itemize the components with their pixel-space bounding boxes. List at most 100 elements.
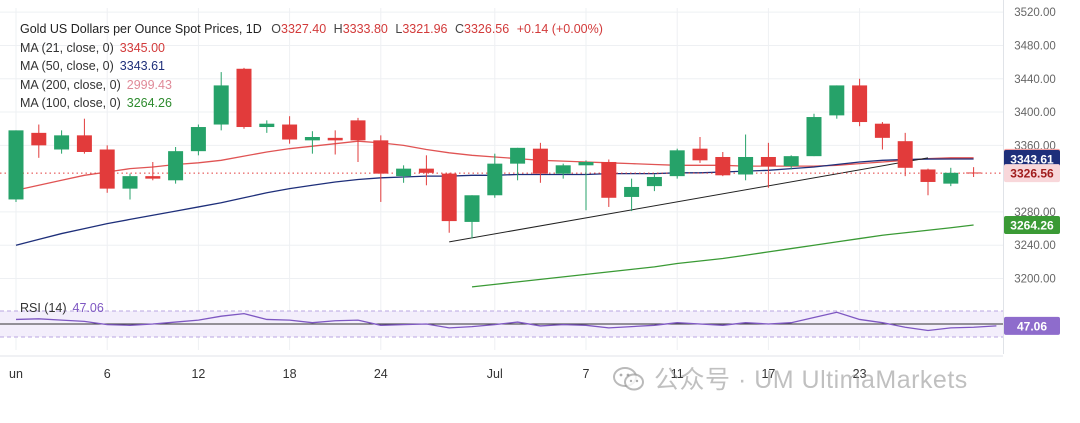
candle-body [715,156,731,176]
candle-body [920,169,936,182]
time-tick-label: Jul [487,367,503,381]
candle-body [806,117,822,157]
ma21-legend[interactable]: MA (21, close, 0) 3345.00 [20,39,603,58]
price-tag-box [1004,164,1060,183]
ma50-legend[interactable]: MA (50, close, 0) 3343.61 [20,57,603,76]
ma100-value: 3264.26 [126,96,172,110]
candle-body [122,176,138,189]
rsi-tag-box [1004,316,1060,335]
time-tick-label: 24 [374,367,388,381]
rsi-line [15,311,997,332]
trendline [449,157,929,243]
rsi-legend[interactable]: RSI (14) 47.06 [20,301,104,315]
candle-body [213,85,229,125]
chart-legend: Gold US Dollars per Ounce Spot Prices, 1… [20,20,603,113]
price-tick-label: 3440.00 [1014,74,1056,86]
time-tick-label: un [9,367,23,381]
time-tick-label: 6 [104,367,111,381]
price-tick-label: 3520.00 [1014,7,1056,19]
watermark: 公众号 · UM UltimaMarkets [612,360,968,396]
price-tick-label: 3400.00 [1014,107,1056,119]
ma21-value: 3345.00 [119,40,165,55]
candle-body [418,168,434,173]
candle-body [31,132,47,146]
time-tick-label: 17 [761,367,775,381]
time-tick-label: 11 [671,367,684,381]
price-tag-label: 3326.56 [1010,167,1054,181]
candle-body [578,161,594,166]
ma200-value: 2999.43 [126,77,172,92]
change-value: +0.14 (+0.00%) [516,22,603,36]
price-tick-label: 3480.00 [1014,40,1056,52]
price-tag-label: 3343.61 [1010,152,1054,166]
ma200-label: MA (200, close, 0) [20,77,121,92]
candle-body [99,149,115,189]
wechat-icon [613,367,644,391]
low-value: 3321.96 [402,22,448,36]
close-label: C [455,22,465,36]
candle-body [373,140,389,174]
candle-body [259,123,275,128]
ma-line-2 [471,224,974,288]
candle-body [168,151,184,181]
candle-body [669,150,685,177]
candle-body [852,85,868,123]
price-tag-label: 3264.26 [1010,219,1054,233]
time-tick-label: 23 [853,367,867,381]
ma50-label: MA (50, close, 0) [20,59,114,73]
candle-body [897,141,913,168]
candle-body [601,161,617,198]
candle-body [943,172,959,184]
candle-body [441,173,457,222]
candle-body [510,147,526,164]
candle-body [829,85,845,116]
price-tick-label: 3200.00 [1014,274,1056,286]
time-tick-label: 18 [283,367,297,381]
price-tag-box [1004,149,1060,168]
candle-body [532,148,548,174]
price-tick-label: 3280.00 [1014,207,1056,219]
ma50-value: 3343.61 [119,59,165,73]
candle-body [624,186,640,197]
candle-body [760,156,776,167]
ma21-label: MA (21, close, 0) [20,40,114,55]
price-tag-box [1004,216,1060,235]
candle-body [738,156,754,175]
candle-body [282,124,298,140]
symbol-title: Gold US Dollars per Ounce Spot Prices, 1… [20,22,262,36]
candle-body [783,156,799,167]
rsi-label: RSI (14) [20,301,67,315]
price-tick-label: 3240.00 [1014,240,1056,252]
ma200-legend[interactable]: MA (200, close, 0) 2999.43 [20,76,603,95]
symbol-row: Gold US Dollars per Ounce Spot Prices, 1… [20,20,603,39]
high-label: H [333,22,343,36]
candle-body [692,148,708,161]
candle-body [76,135,92,152]
candle-body [874,123,890,138]
candle-body [350,120,366,141]
candle-body [304,137,320,141]
candle-body [464,195,480,222]
time-tick-label: 7 [583,367,590,381]
watermark-text: 公众号 · UM UltimaMarkets [654,366,968,394]
ma100-legend[interactable]: MA (100, close, 0) 3264.26 [20,94,603,113]
candle-body [396,168,412,177]
candle-body [54,135,70,150]
candle-body [236,68,252,128]
open-label: O [271,22,281,36]
candle-body [190,127,206,152]
candle-body [966,172,982,174]
candle-body [646,176,662,187]
time-tick-label: 12 [191,367,205,381]
close-value: 3326.56 [464,22,510,36]
candle-body [145,176,161,179]
rsi-value: 47.06 [72,301,104,315]
open-value: 3327.40 [281,22,327,36]
high-value: 3333.80 [342,22,388,36]
rsi-tag-label: 47.06 [1017,319,1047,333]
low-label: L [395,22,403,36]
candle-body [327,137,343,141]
ma100-label: MA (100, close, 0) [20,96,121,110]
candle-body [487,163,503,196]
